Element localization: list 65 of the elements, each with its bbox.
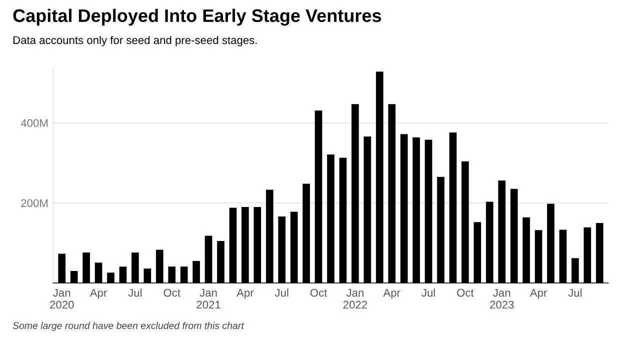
bar	[462, 161, 469, 283]
bar	[156, 250, 164, 283]
bar	[572, 258, 579, 283]
y-tick-label: 200M	[21, 199, 48, 208]
bar	[474, 222, 482, 283]
bar	[400, 134, 408, 283]
bar	[424, 140, 432, 283]
bar	[192, 260, 200, 283]
x-tick-label: Jan 2022	[343, 288, 367, 309]
x-tick-label: Jul	[274, 288, 288, 297]
bar	[302, 184, 310, 283]
bar	[266, 190, 274, 283]
chart-subtitle: Data accounts only for seed and pre-seed stages.	[13, 36, 257, 46]
bar	[290, 212, 298, 283]
bar	[204, 236, 212, 283]
bar	[498, 180, 506, 283]
x-tick-label: Apr	[530, 288, 547, 299]
bar	[278, 216, 286, 283]
bar	[180, 266, 188, 283]
bar	[522, 217, 530, 283]
x-tick-label: Oct	[457, 288, 474, 297]
bar	[339, 158, 347, 283]
x-tick-label: Jan 2020	[50, 288, 74, 309]
bar	[242, 206, 249, 283]
bar	[254, 206, 262, 283]
chart-title: Capital Deployed Into Early Stage Ventures	[13, 8, 382, 26]
x-tick-label: Oct	[310, 288, 328, 297]
bar	[412, 137, 420, 283]
bar	[314, 110, 322, 283]
bar	[486, 202, 494, 283]
bar	[364, 136, 372, 283]
bar	[596, 222, 604, 283]
bar	[584, 227, 592, 283]
bar	[217, 240, 224, 283]
bar	[229, 208, 237, 283]
bar	[58, 254, 66, 283]
bar	[327, 154, 334, 283]
bar	[168, 266, 176, 283]
text: Some large round have been excluded from this chart	[12, 322, 244, 331]
bar	[559, 230, 567, 283]
x-tick-label: Apr	[90, 288, 107, 299]
bar	[449, 132, 457, 283]
bar	[132, 252, 139, 283]
x-tick-label: Jul	[568, 288, 582, 297]
bar	[94, 262, 102, 283]
x-tick-label: Jan 2021	[196, 288, 220, 309]
x-tick-label: Jul	[422, 288, 435, 297]
bar	[119, 266, 127, 283]
x-tick-label: Apr	[236, 288, 254, 299]
bar	[352, 104, 359, 283]
bar	[82, 252, 90, 283]
bar	[437, 176, 444, 283]
bar	[144, 268, 152, 283]
bar	[376, 72, 384, 283]
x-tick-label: Oct	[164, 288, 180, 297]
bar	[534, 230, 542, 283]
y-tick-label: 400M	[20, 119, 48, 128]
bar	[510, 188, 518, 283]
bar	[547, 204, 554, 283]
bar	[70, 270, 78, 283]
x-tick-label: Apr	[383, 288, 400, 299]
bar	[388, 104, 396, 283]
bar	[107, 272, 114, 283]
x-tick-label: Jul	[128, 288, 142, 297]
x-tick-label: Jan 2023	[490, 288, 514, 309]
